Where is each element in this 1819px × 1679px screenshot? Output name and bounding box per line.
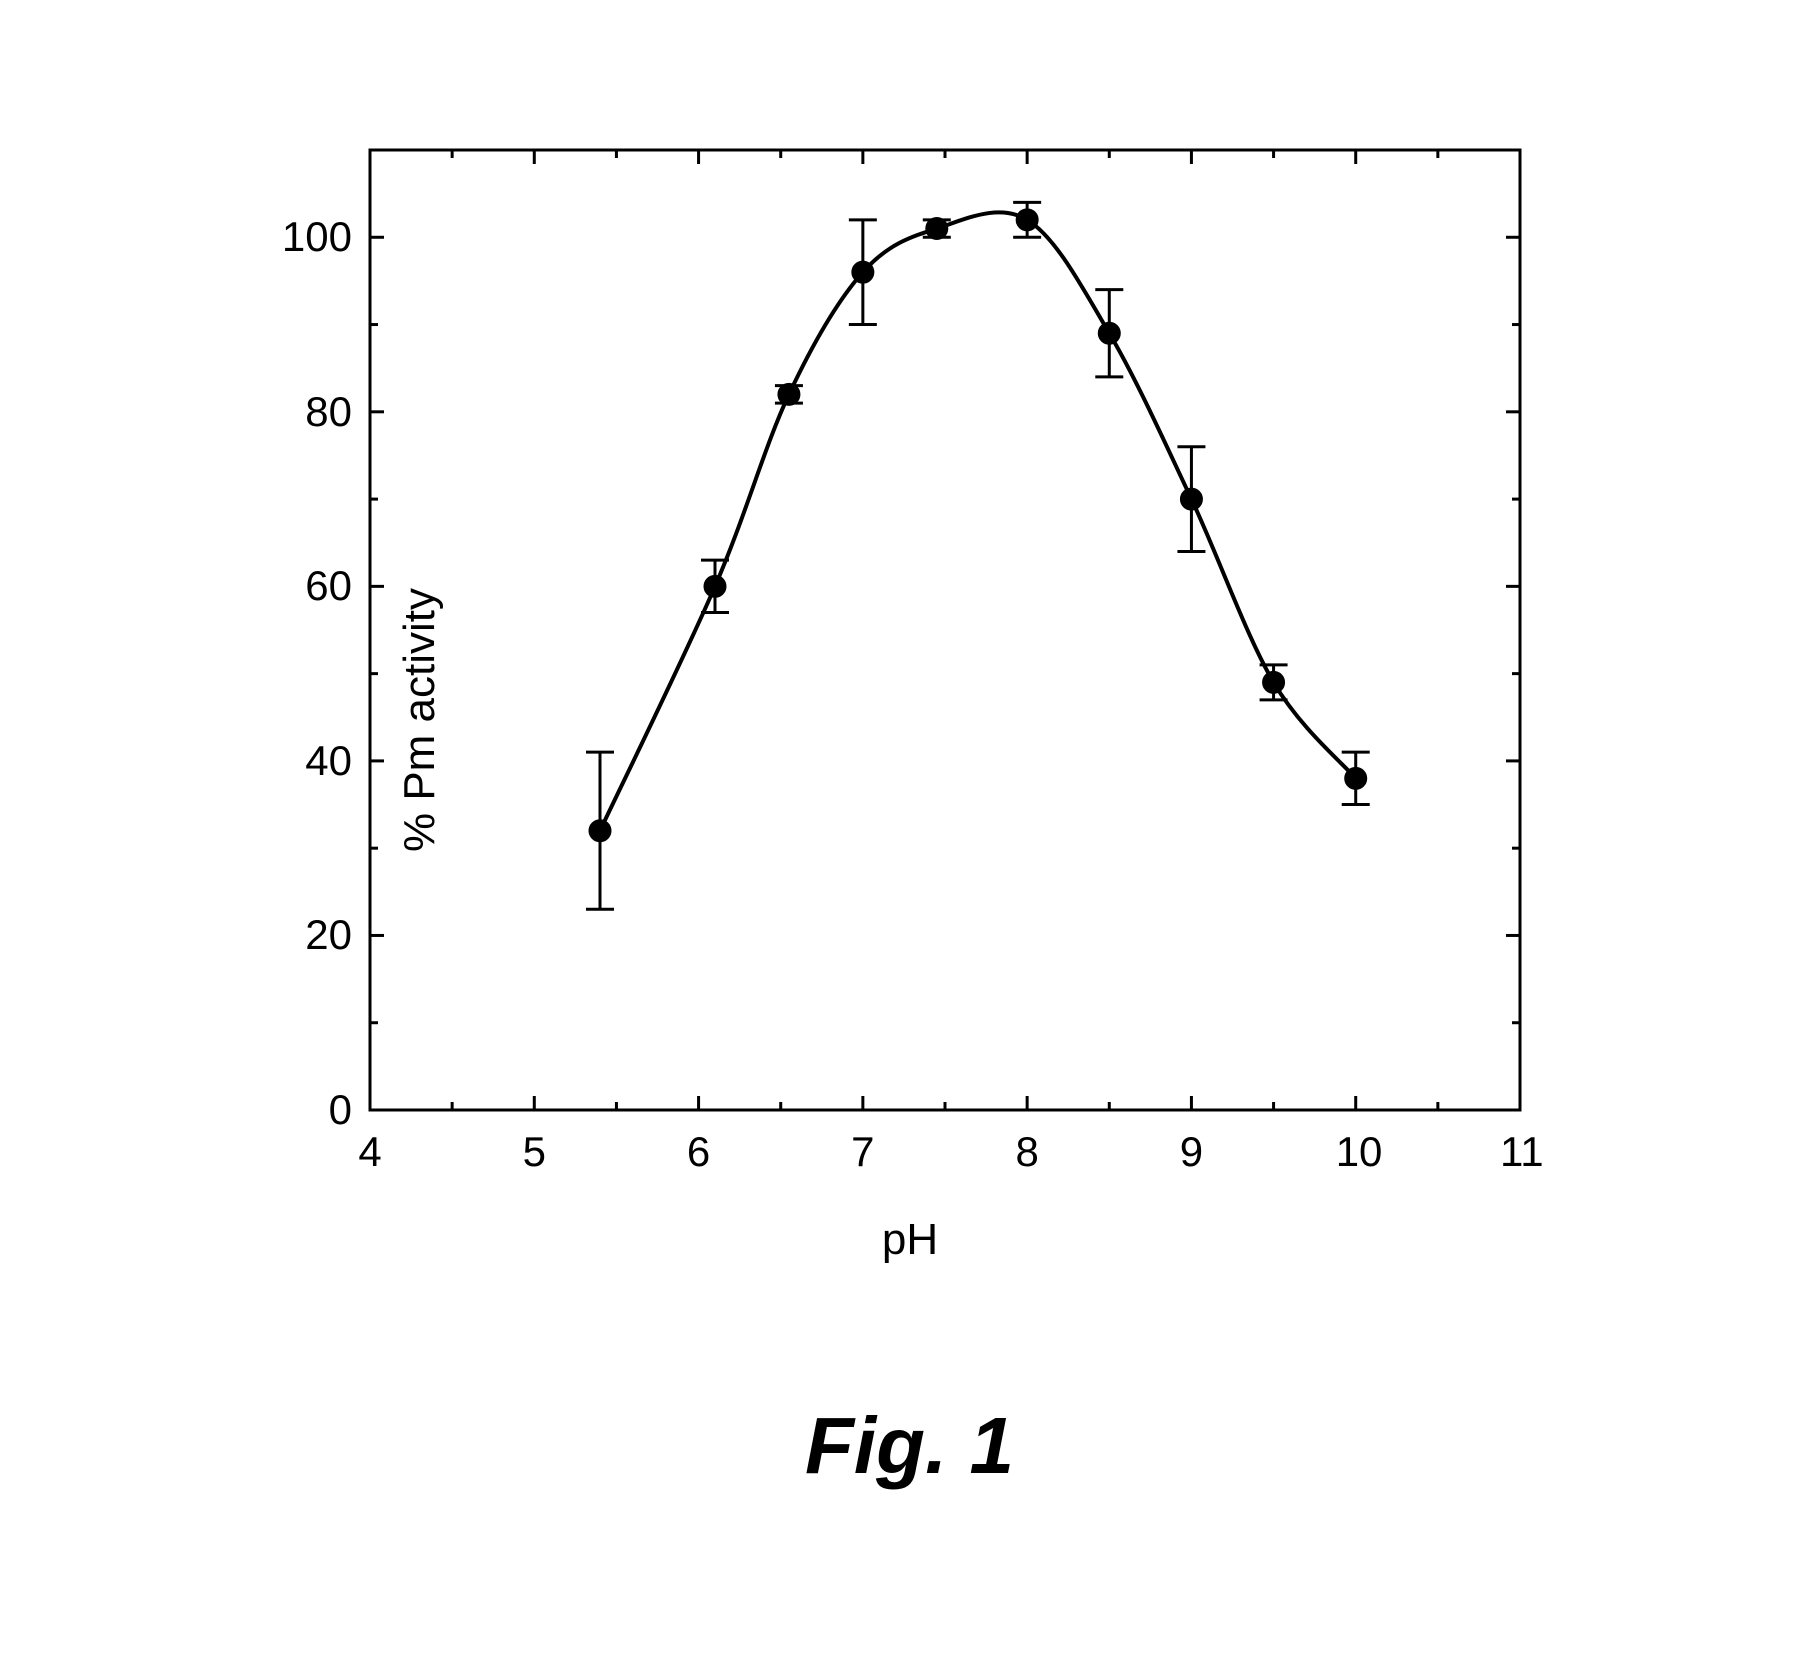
y-tick-label: 100 [282, 213, 352, 261]
y-axis-label: % Pm activity [395, 588, 445, 852]
chart-container: % Pm activity pH 4 5 6 7 8 9 10 11 0 20 40 60 80 100 [260, 120, 1560, 1300]
x-axis-label: pH [260, 1215, 1560, 1265]
y-tick-label: 40 [305, 737, 352, 785]
x-tick-label: 6 [679, 1128, 719, 1176]
y-tick-label: 20 [305, 911, 352, 959]
y-tick-label: 80 [305, 388, 352, 436]
x-tick-label: 4 [350, 1128, 390, 1176]
chart-svg [260, 120, 1560, 1300]
x-tick-label: 7 [843, 1128, 883, 1176]
x-tick-label: 8 [1007, 1128, 1047, 1176]
x-tick-label: 9 [1171, 1128, 1211, 1176]
figure-caption: Fig. 1 [0, 1400, 1819, 1492]
x-tick-label: 11 [1500, 1128, 1540, 1176]
figure-caption-text: Fig. 1 [805, 1401, 1014, 1490]
y-tick-label: 60 [305, 562, 352, 610]
page: % Pm activity pH 4567891011020406080100 … [0, 0, 1819, 1679]
y-tick-label: 0 [329, 1086, 352, 1134]
x-tick-label: 10 [1336, 1128, 1376, 1176]
x-tick-label: 5 [514, 1128, 554, 1176]
